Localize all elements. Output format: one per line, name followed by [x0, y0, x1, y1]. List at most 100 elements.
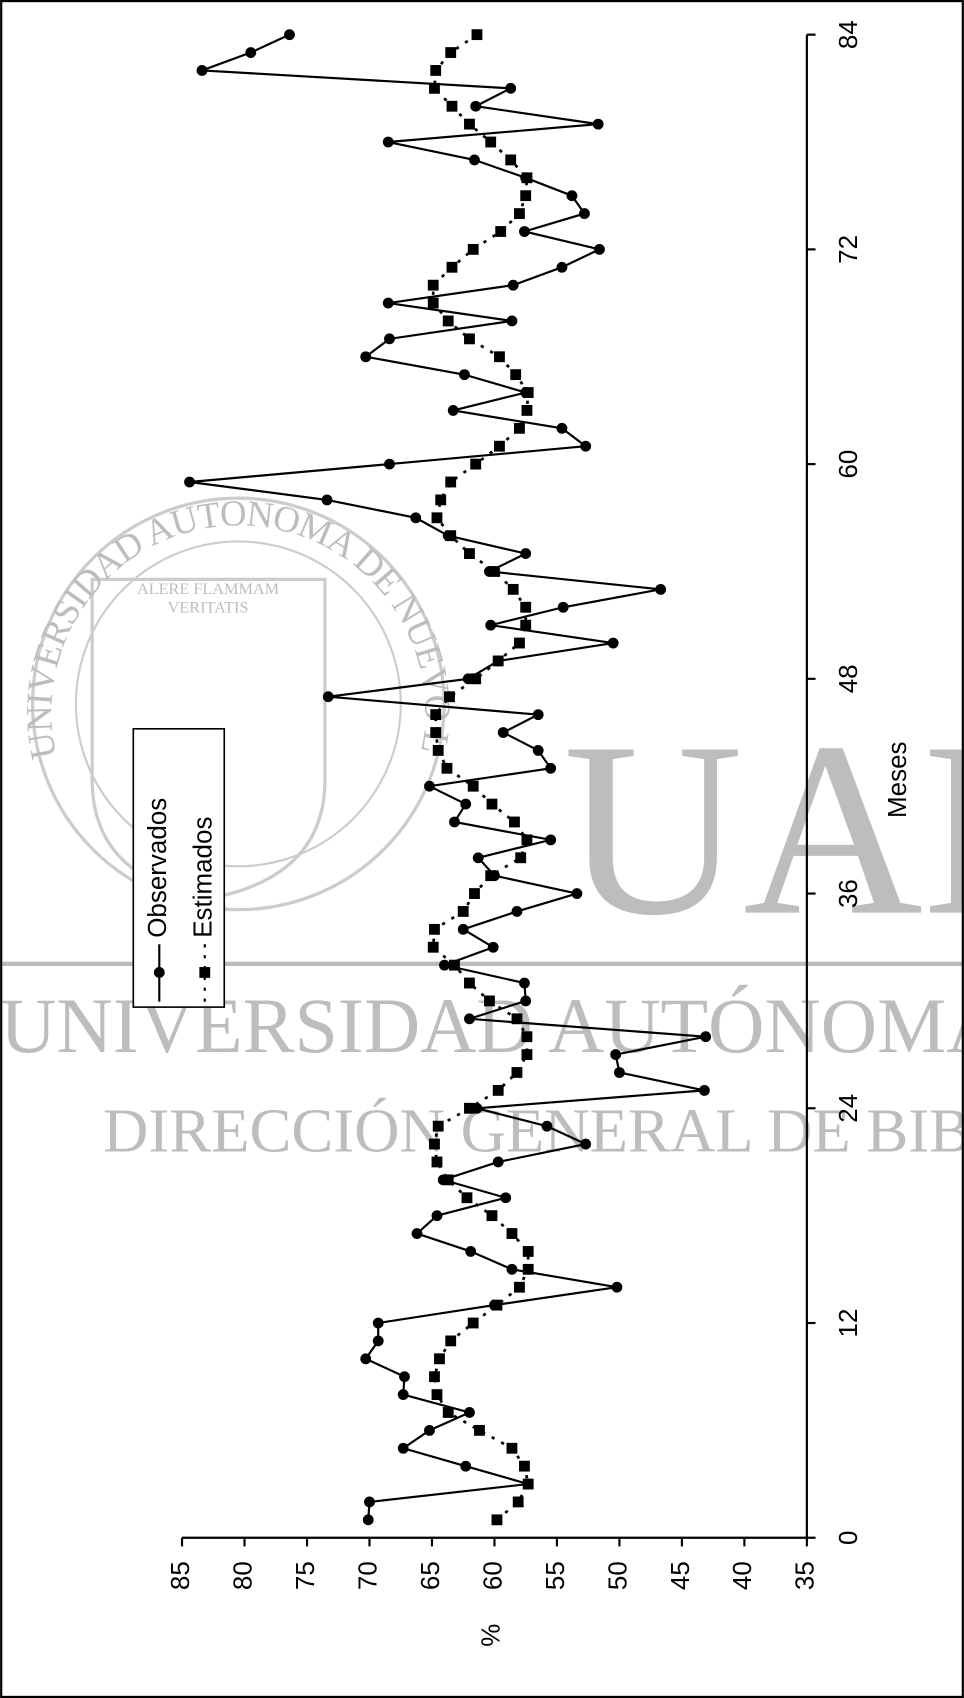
seal-ring [30, 496, 446, 912]
marker [505, 82, 517, 94]
marker [429, 1371, 440, 1383]
marker [467, 243, 479, 255]
x-tick-label: 84 [833, 20, 863, 49]
marker [494, 351, 505, 363]
marker [514, 422, 525, 434]
marker [607, 637, 619, 649]
marker [532, 709, 544, 721]
marker [492, 1156, 504, 1168]
marker [509, 816, 520, 828]
y-tick-label: 70 [352, 1561, 382, 1590]
marker [545, 834, 557, 846]
marker [486, 1210, 498, 1222]
marker [469, 154, 480, 166]
marker [322, 691, 334, 703]
marker [431, 512, 443, 524]
marker [514, 637, 525, 649]
marker [445, 476, 457, 488]
marker [284, 29, 295, 41]
marker [447, 405, 459, 416]
marker [505, 154, 517, 166]
marker [571, 888, 583, 899]
marker [487, 941, 499, 953]
marker [397, 1389, 409, 1400]
marker [506, 315, 518, 327]
marker [556, 422, 568, 434]
y-tick-label: 35 [790, 1561, 820, 1590]
marker [506, 1228, 518, 1239]
marker [429, 923, 440, 935]
motto: VERITATIS [168, 598, 249, 616]
marker [514, 1281, 525, 1293]
marker [464, 1407, 475, 1418]
marker [532, 744, 544, 756]
marker [427, 279, 439, 291]
marker [424, 780, 435, 792]
marker [360, 351, 372, 363]
y-axis-label: % [476, 1624, 506, 1647]
marker [484, 995, 495, 1007]
marker [464, 118, 475, 130]
marker [507, 279, 519, 291]
marker [522, 1263, 534, 1275]
marker [512, 1496, 524, 1508]
marker [457, 923, 469, 935]
marker [397, 1442, 409, 1454]
marker [592, 118, 604, 130]
marker [494, 440, 505, 452]
marker [399, 1371, 410, 1383]
marker [360, 1353, 372, 1365]
marker [698, 1084, 710, 1096]
marker [430, 709, 442, 721]
marker [515, 852, 527, 864]
marker [470, 100, 482, 112]
marker [511, 906, 523, 917]
y-tick-label: 60 [477, 1561, 507, 1590]
marker [449, 959, 460, 971]
marker [362, 1514, 374, 1526]
marker [424, 1424, 435, 1436]
marker [464, 548, 475, 559]
y-tick-label: 65 [415, 1561, 445, 1590]
marker [427, 297, 439, 309]
marker [460, 798, 472, 810]
marker [471, 29, 483, 41]
marker [467, 780, 479, 792]
marker [520, 619, 532, 631]
marker [444, 691, 455, 703]
marker [655, 583, 667, 595]
marker [430, 727, 442, 738]
marker [464, 1013, 475, 1025]
marker [442, 1174, 454, 1186]
marker [467, 1317, 479, 1329]
marker [520, 190, 532, 202]
marker [519, 1460, 530, 1472]
marker [372, 1335, 384, 1347]
marker [435, 494, 447, 506]
marker [464, 333, 475, 345]
marker [470, 458, 482, 470]
marker [429, 82, 440, 94]
marker [446, 261, 458, 273]
marker [521, 405, 533, 416]
marker [522, 1478, 534, 1490]
legend-label: Observados [142, 798, 172, 938]
marker [465, 1246, 477, 1257]
marker [610, 1049, 622, 1061]
marker [431, 1210, 443, 1222]
marker [382, 297, 394, 309]
marker [521, 1031, 533, 1043]
marker [485, 619, 497, 631]
marker [441, 762, 453, 774]
marker [445, 530, 457, 542]
marker [431, 1389, 443, 1400]
marker [410, 512, 422, 524]
marker [497, 727, 509, 738]
marker [445, 1335, 457, 1347]
marker [459, 369, 470, 381]
marker [579, 208, 590, 220]
marker [492, 655, 504, 667]
y-tick-label: 75 [290, 1561, 320, 1590]
